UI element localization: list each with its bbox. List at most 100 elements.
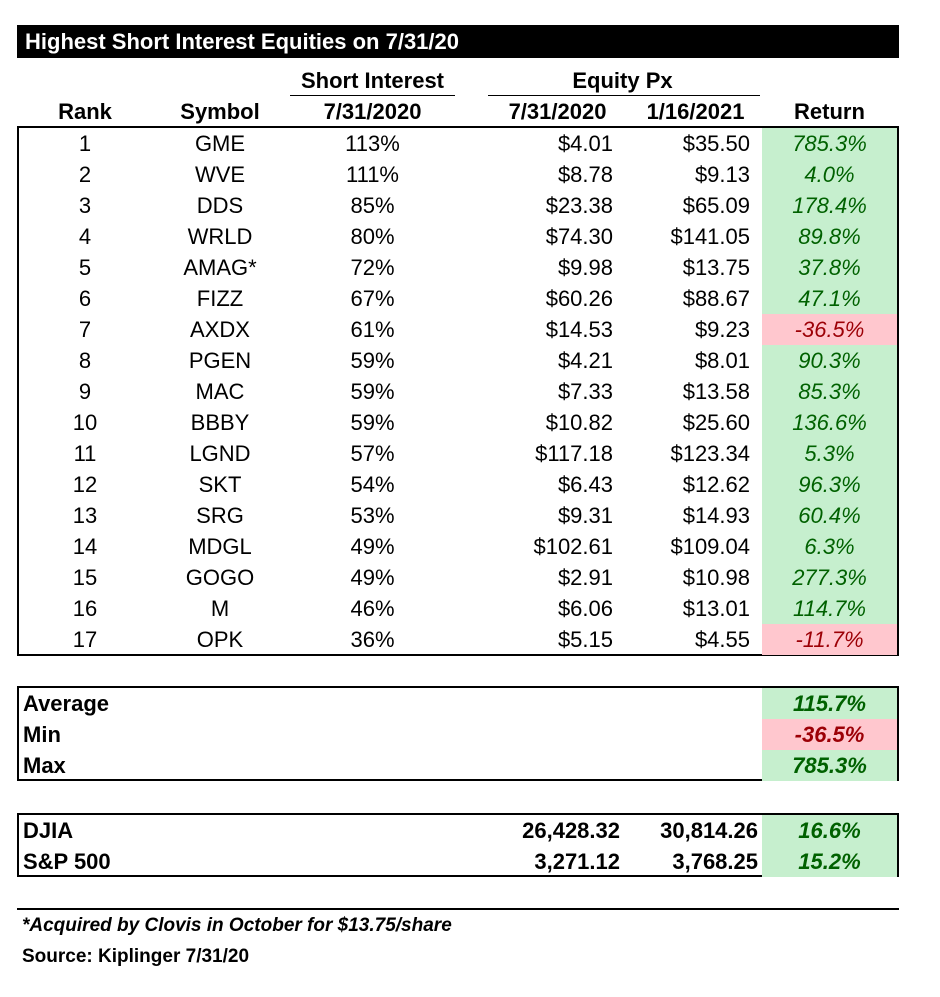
short-interest-cell: 49% (350, 565, 395, 590)
price-date2-cell: $13.58 (682, 379, 750, 404)
short-interest-cell: 80% (350, 224, 395, 249)
table-title: Highest Short Interest Equities on 7/31/… (17, 25, 899, 58)
short-interest-cell: 59% (350, 348, 395, 373)
price-date2-cell: $141.05 (670, 224, 750, 249)
symbol-cell: DDS (196, 193, 244, 218)
return-cell: -11.7% (762, 624, 897, 655)
return-cell: 60.4% (762, 500, 897, 531)
price-date2-cell: $9.23 (694, 317, 750, 342)
price-date1-cell: $14.53 (545, 317, 613, 342)
source-note: Source: Kiplinger 7/31/20 (22, 946, 250, 967)
rank-cell: 9 (78, 379, 92, 404)
symbol-cell: WVE (194, 162, 246, 187)
price-date2-cell: $12.62 (682, 472, 750, 497)
price-date2-cell: $35.50 (682, 131, 750, 156)
price-date2-cell: $123.34 (670, 441, 750, 466)
short-interest-cell: 113% (345, 131, 400, 156)
data-table (17, 126, 899, 656)
return-cell: 90.3% (762, 345, 897, 376)
price-date2-cell: $13.01 (682, 596, 750, 621)
price-date1-cell: $2.91 (557, 565, 613, 590)
price-date1-cell: $6.06 (557, 596, 613, 621)
return-cell: 89.8% (762, 221, 897, 252)
short-interest-cell: 59% (350, 410, 395, 435)
return-cell: 85.3% (762, 376, 897, 407)
price-date2-cell: $4.55 (694, 627, 750, 652)
price-date1-cell: $6.43 (557, 472, 613, 497)
header-short-interest-group: Short Interest (300, 68, 445, 93)
price-date1-cell: $117.18 (535, 441, 613, 466)
rank-cell: 7 (78, 317, 92, 342)
header-px-date2: 1/16/2021 (646, 99, 745, 124)
short-interest-cell: 36% (350, 627, 395, 652)
return-cell: -36.5% (762, 314, 897, 345)
short-interest-cell: 46% (350, 596, 395, 621)
index-value2-djia: 30,814.26 (660, 818, 758, 843)
price-date2-cell: $9.13 (694, 162, 750, 187)
average-value: 115.7% (762, 688, 897, 719)
price-date2-cell: $10.98 (682, 565, 750, 590)
short-interest-cell: 67% (350, 286, 395, 311)
price-date1-cell: $74.30 (545, 224, 613, 249)
short-interest-underline (290, 95, 455, 96)
symbol-cell: GME (194, 131, 246, 156)
rank-cell: 8 (78, 348, 92, 373)
rank-cell: 5 (78, 255, 92, 280)
symbol-cell: WRLD (187, 224, 253, 249)
short-interest-cell: 59% (350, 379, 395, 404)
index-value2-sp500: 3,768.25 (672, 849, 758, 874)
rank-cell: 2 (78, 162, 92, 187)
header-short-interest-date: 7/31/2020 (323, 99, 422, 124)
price-date2-cell: $13.75 (682, 255, 750, 280)
price-date1-cell: $9.31 (557, 503, 613, 528)
rank-cell: 12 (72, 472, 98, 497)
return-cell: 37.8% (762, 252, 897, 283)
header-px-date1: 7/31/2020 (508, 99, 607, 124)
rank-cell: 15 (72, 565, 98, 590)
short-interest-cell: 61% (350, 317, 395, 342)
price-date2-cell: $109.04 (670, 534, 750, 559)
short-interest-cell: 54% (350, 472, 395, 497)
symbol-cell: OPK (196, 627, 244, 652)
symbol-cell: M (210, 596, 230, 621)
symbol-cell: FIZZ (196, 286, 244, 311)
rank-cell: 13 (72, 503, 98, 528)
price-date2-cell: $8.01 (694, 348, 750, 373)
index-name-sp500: S&P 500 (23, 849, 111, 874)
symbol-cell: PGEN (188, 348, 252, 373)
return-cell: 4.0% (762, 159, 897, 190)
symbol-cell: MAC (195, 379, 245, 404)
index-return-djia: 16.6% (762, 815, 897, 846)
symbol-cell: AXDX (190, 317, 250, 342)
min-value: -36.5% (762, 719, 897, 750)
average-label: Average (23, 691, 110, 716)
price-date1-cell: $102.61 (533, 534, 613, 559)
return-cell: 178.4% (762, 190, 897, 221)
return-cell: 114.7% (762, 593, 897, 624)
return-cell: 6.3% (762, 531, 897, 562)
index-name-djia: DJIA (23, 818, 74, 843)
price-date1-cell: $4.01 (557, 131, 613, 156)
symbol-cell: BBBY (190, 410, 250, 435)
return-cell: 96.3% (762, 469, 897, 500)
rank-cell: 17 (72, 627, 98, 652)
price-date1-cell: $9.98 (557, 255, 613, 280)
min-label: Min (23, 722, 61, 747)
return-cell: 277.3% (762, 562, 897, 593)
symbol-cell: GOGO (185, 565, 255, 590)
max-label: Max (23, 753, 66, 778)
index-value1-sp500: 3,271.12 (534, 849, 620, 874)
price-date2-cell: $88.67 (682, 286, 750, 311)
symbol-cell: AMAG* (183, 255, 257, 280)
header-rank: Rank (58, 99, 112, 124)
short-interest-cell: 53% (350, 503, 395, 528)
rank-cell: 10 (72, 410, 98, 435)
rank-cell: 6 (78, 286, 92, 311)
short-interest-cell: 72% (350, 255, 395, 280)
rank-cell: 3 (78, 193, 92, 218)
symbol-cell: SKT (198, 472, 242, 497)
price-date2-cell: $65.09 (682, 193, 750, 218)
short-interest-cell: 57% (350, 441, 395, 466)
price-date1-cell: $60.26 (545, 286, 613, 311)
header-symbol: Symbol (180, 99, 260, 124)
